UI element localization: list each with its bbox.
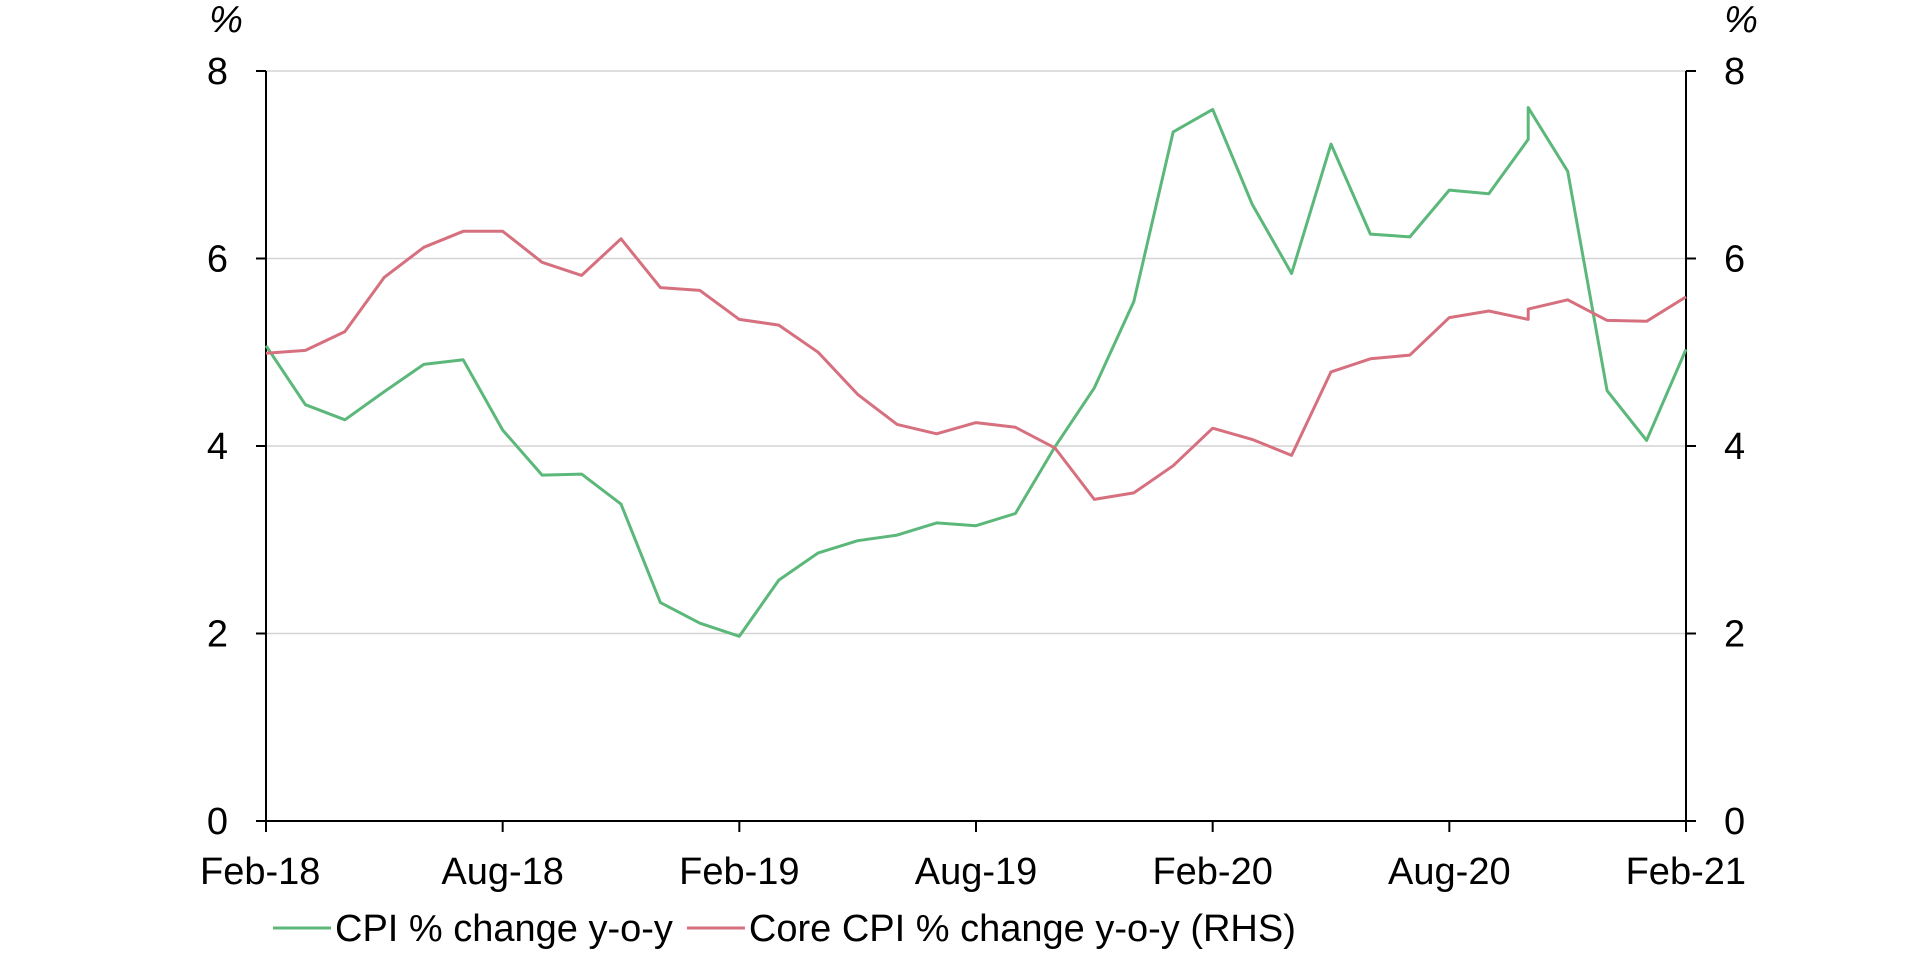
y-tick-label-right: 6 bbox=[1724, 239, 1745, 281]
x-tick-label: Aug-20 bbox=[1388, 851, 1511, 893]
legend-label: Core CPI % change y-o-y (RHS) bbox=[749, 908, 1296, 950]
y-tick-label-left: 6 bbox=[207, 239, 228, 281]
y-tick-label-left: 8 bbox=[207, 51, 228, 93]
y-tick-label-left: 4 bbox=[207, 426, 228, 468]
series-lines bbox=[264, 106, 1688, 638]
y-tick-label-right: 4 bbox=[1724, 426, 1745, 468]
x-tick-label: Feb-18 bbox=[200, 851, 320, 893]
axis-labels: 0 0 2 2 4 4 6 6 8 8% % Feb-18 Aug-18 Feb-19 Aug-19 Feb-… bbox=[200, 0, 1758, 893]
axes bbox=[256, 70, 1696, 832]
series-line bbox=[265, 229, 1687, 501]
legend-label: CPI % change y-o-y bbox=[335, 908, 673, 950]
y-tick-label-right: 2 bbox=[1724, 614, 1745, 656]
y-tick-label-left: 0 bbox=[207, 801, 228, 843]
y-tick-label-right: 0 bbox=[1724, 801, 1745, 843]
x-tick-label: Feb-20 bbox=[1152, 851, 1272, 893]
gridlines bbox=[266, 70, 1686, 635]
x-tick-label: Aug-18 bbox=[441, 851, 564, 893]
x-tick-label: Aug-19 bbox=[915, 851, 1038, 893]
x-tick-label: Feb-21 bbox=[1626, 851, 1746, 893]
y-tick-label-left: 2 bbox=[207, 614, 228, 656]
y-axis-unit-right: % bbox=[1724, 0, 1758, 41]
x-tick-label: Feb-19 bbox=[679, 851, 799, 893]
y-axis-unit-left: % bbox=[209, 0, 243, 41]
legend: CPI % change y-o-y Core CPI % change y-o-… bbox=[273, 908, 1296, 950]
series-line bbox=[264, 106, 1688, 638]
y-tick-label-right: 8 bbox=[1724, 51, 1745, 93]
